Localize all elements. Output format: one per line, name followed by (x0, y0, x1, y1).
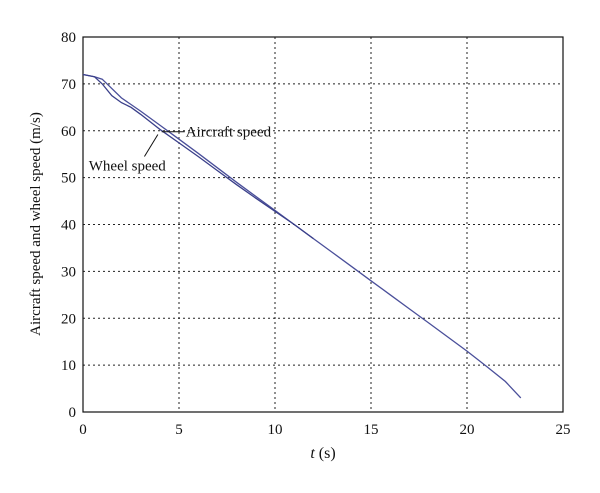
y-tick-label: 10 (61, 358, 76, 374)
y-tick-label: 0 (69, 405, 77, 421)
y-tick-label: 80 (61, 30, 76, 46)
y-tick-label: 30 (61, 264, 76, 280)
plot-frame (82, 36, 564, 413)
y-tick-label: 50 (61, 171, 76, 187)
x-tick-label: 20 (460, 422, 475, 438)
x-tick-label: 5 (175, 422, 183, 438)
series-line-wheel-speed (82, 73, 314, 240)
x-tick-label: 0 (79, 422, 87, 438)
wheel-speed-leader (144, 134, 159, 157)
annotation-aircraft-speed: Aircraft speed (186, 125, 272, 141)
y-tick-label: 40 (61, 218, 76, 234)
y-tick-label: 70 (61, 77, 76, 93)
y-tick-label: 20 (61, 311, 76, 327)
series-line-aircraft-speed (82, 73, 522, 399)
x-tick-label: 25 (556, 422, 571, 438)
annotation-wheel-speed: Wheel speed (89, 158, 167, 174)
y-axis-label: Aircraft speed and wheel speed (m/s) (28, 112, 44, 336)
grid (83, 37, 563, 412)
x-tick-label: 15 (364, 422, 379, 438)
x-axis-label: t (s) (310, 445, 335, 462)
x-tick-label: 10 (268, 422, 283, 438)
y-tick-label: 60 (61, 124, 76, 140)
